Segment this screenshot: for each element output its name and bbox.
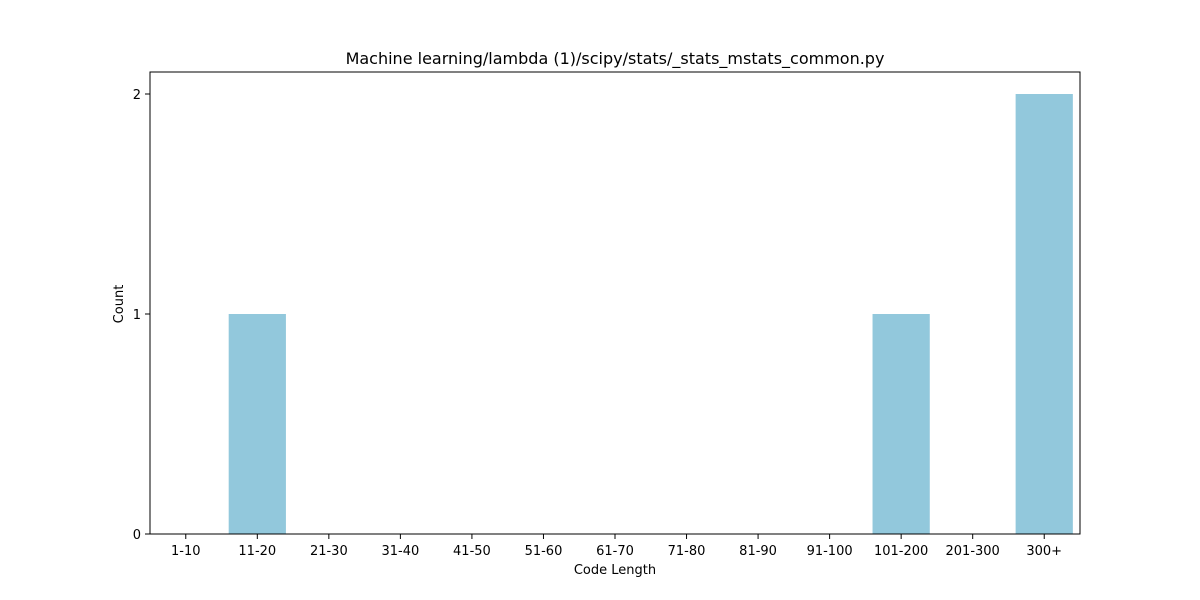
y-tick-label: 0 xyxy=(133,528,141,543)
x-tick-label: 91-100 xyxy=(807,544,853,559)
plot-frame xyxy=(149,71,1081,535)
x-tick-label: 41-50 xyxy=(453,544,491,559)
x-tick-label: 81-90 xyxy=(739,544,777,559)
x-axis-label: Code Length xyxy=(574,563,656,578)
x-tick-label: 51-60 xyxy=(525,544,563,559)
x-tick-label: 71-80 xyxy=(668,544,706,559)
y-tick-label: 1 xyxy=(133,308,141,323)
x-tick-label: 61-70 xyxy=(596,544,634,559)
x-tick-label: 101-200 xyxy=(874,544,928,559)
x-tick-label: 21-30 xyxy=(310,544,348,559)
x-tick-label: 300+ xyxy=(1026,544,1062,559)
y-tick-label: 2 xyxy=(133,88,141,103)
y-axis-label: Count xyxy=(112,285,127,324)
chart-title: Machine learning/lambda (1)/scipy/stats/… xyxy=(346,49,885,69)
bar-101-200 xyxy=(872,314,930,534)
plot-area: 1-10 11-20 21-30 31-40 41-50 51-60 61-70 71-80 8… xyxy=(133,71,1081,559)
x-tick-label: 201-300 xyxy=(946,544,1000,559)
bar-300+ xyxy=(1015,94,1073,534)
x-tick-label: 1-10 xyxy=(171,544,201,559)
x-tick-label: 31-40 xyxy=(381,544,419,559)
x-tick-label: 11-20 xyxy=(238,544,276,559)
bar-11-20 xyxy=(228,314,286,534)
